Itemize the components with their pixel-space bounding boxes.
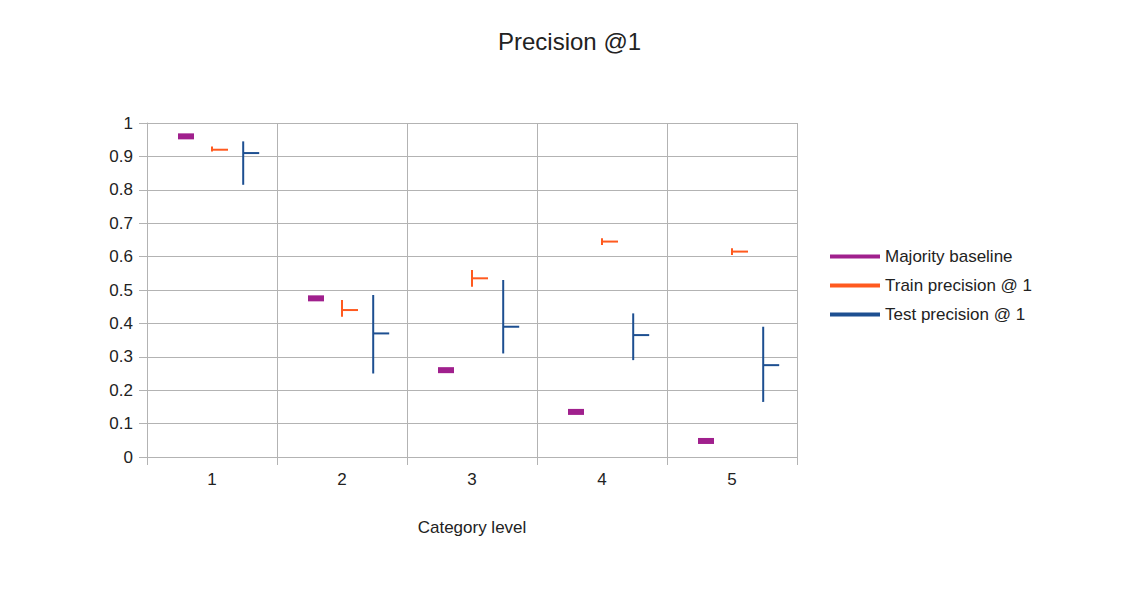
svg-text:0.3: 0.3	[109, 347, 133, 366]
svg-text:Majority baseline: Majority baseline	[885, 247, 1013, 266]
svg-text:0: 0	[124, 448, 133, 467]
svg-text:1: 1	[207, 470, 216, 489]
svg-text:0.9: 0.9	[109, 147, 133, 166]
svg-text:0.7: 0.7	[109, 214, 133, 233]
svg-text:0.8: 0.8	[109, 180, 133, 199]
svg-text:0.1: 0.1	[109, 414, 133, 433]
svg-text:0.2: 0.2	[109, 381, 133, 400]
svg-text:1: 1	[124, 114, 133, 133]
svg-text:0.4: 0.4	[109, 314, 133, 333]
svg-text:2: 2	[337, 470, 346, 489]
svg-text:5: 5	[727, 470, 736, 489]
svg-text:Precision @1: Precision @1	[498, 28, 641, 55]
svg-text:4: 4	[597, 470, 606, 489]
svg-text:3: 3	[467, 470, 476, 489]
svg-text:Test precision @ 1: Test precision @ 1	[885, 305, 1025, 324]
svg-text:0.6: 0.6	[109, 247, 133, 266]
svg-text:0.5: 0.5	[109, 281, 133, 300]
svg-text:Train precision @ 1: Train precision @ 1	[885, 276, 1032, 295]
svg-text:Category level: Category level	[418, 518, 527, 537]
